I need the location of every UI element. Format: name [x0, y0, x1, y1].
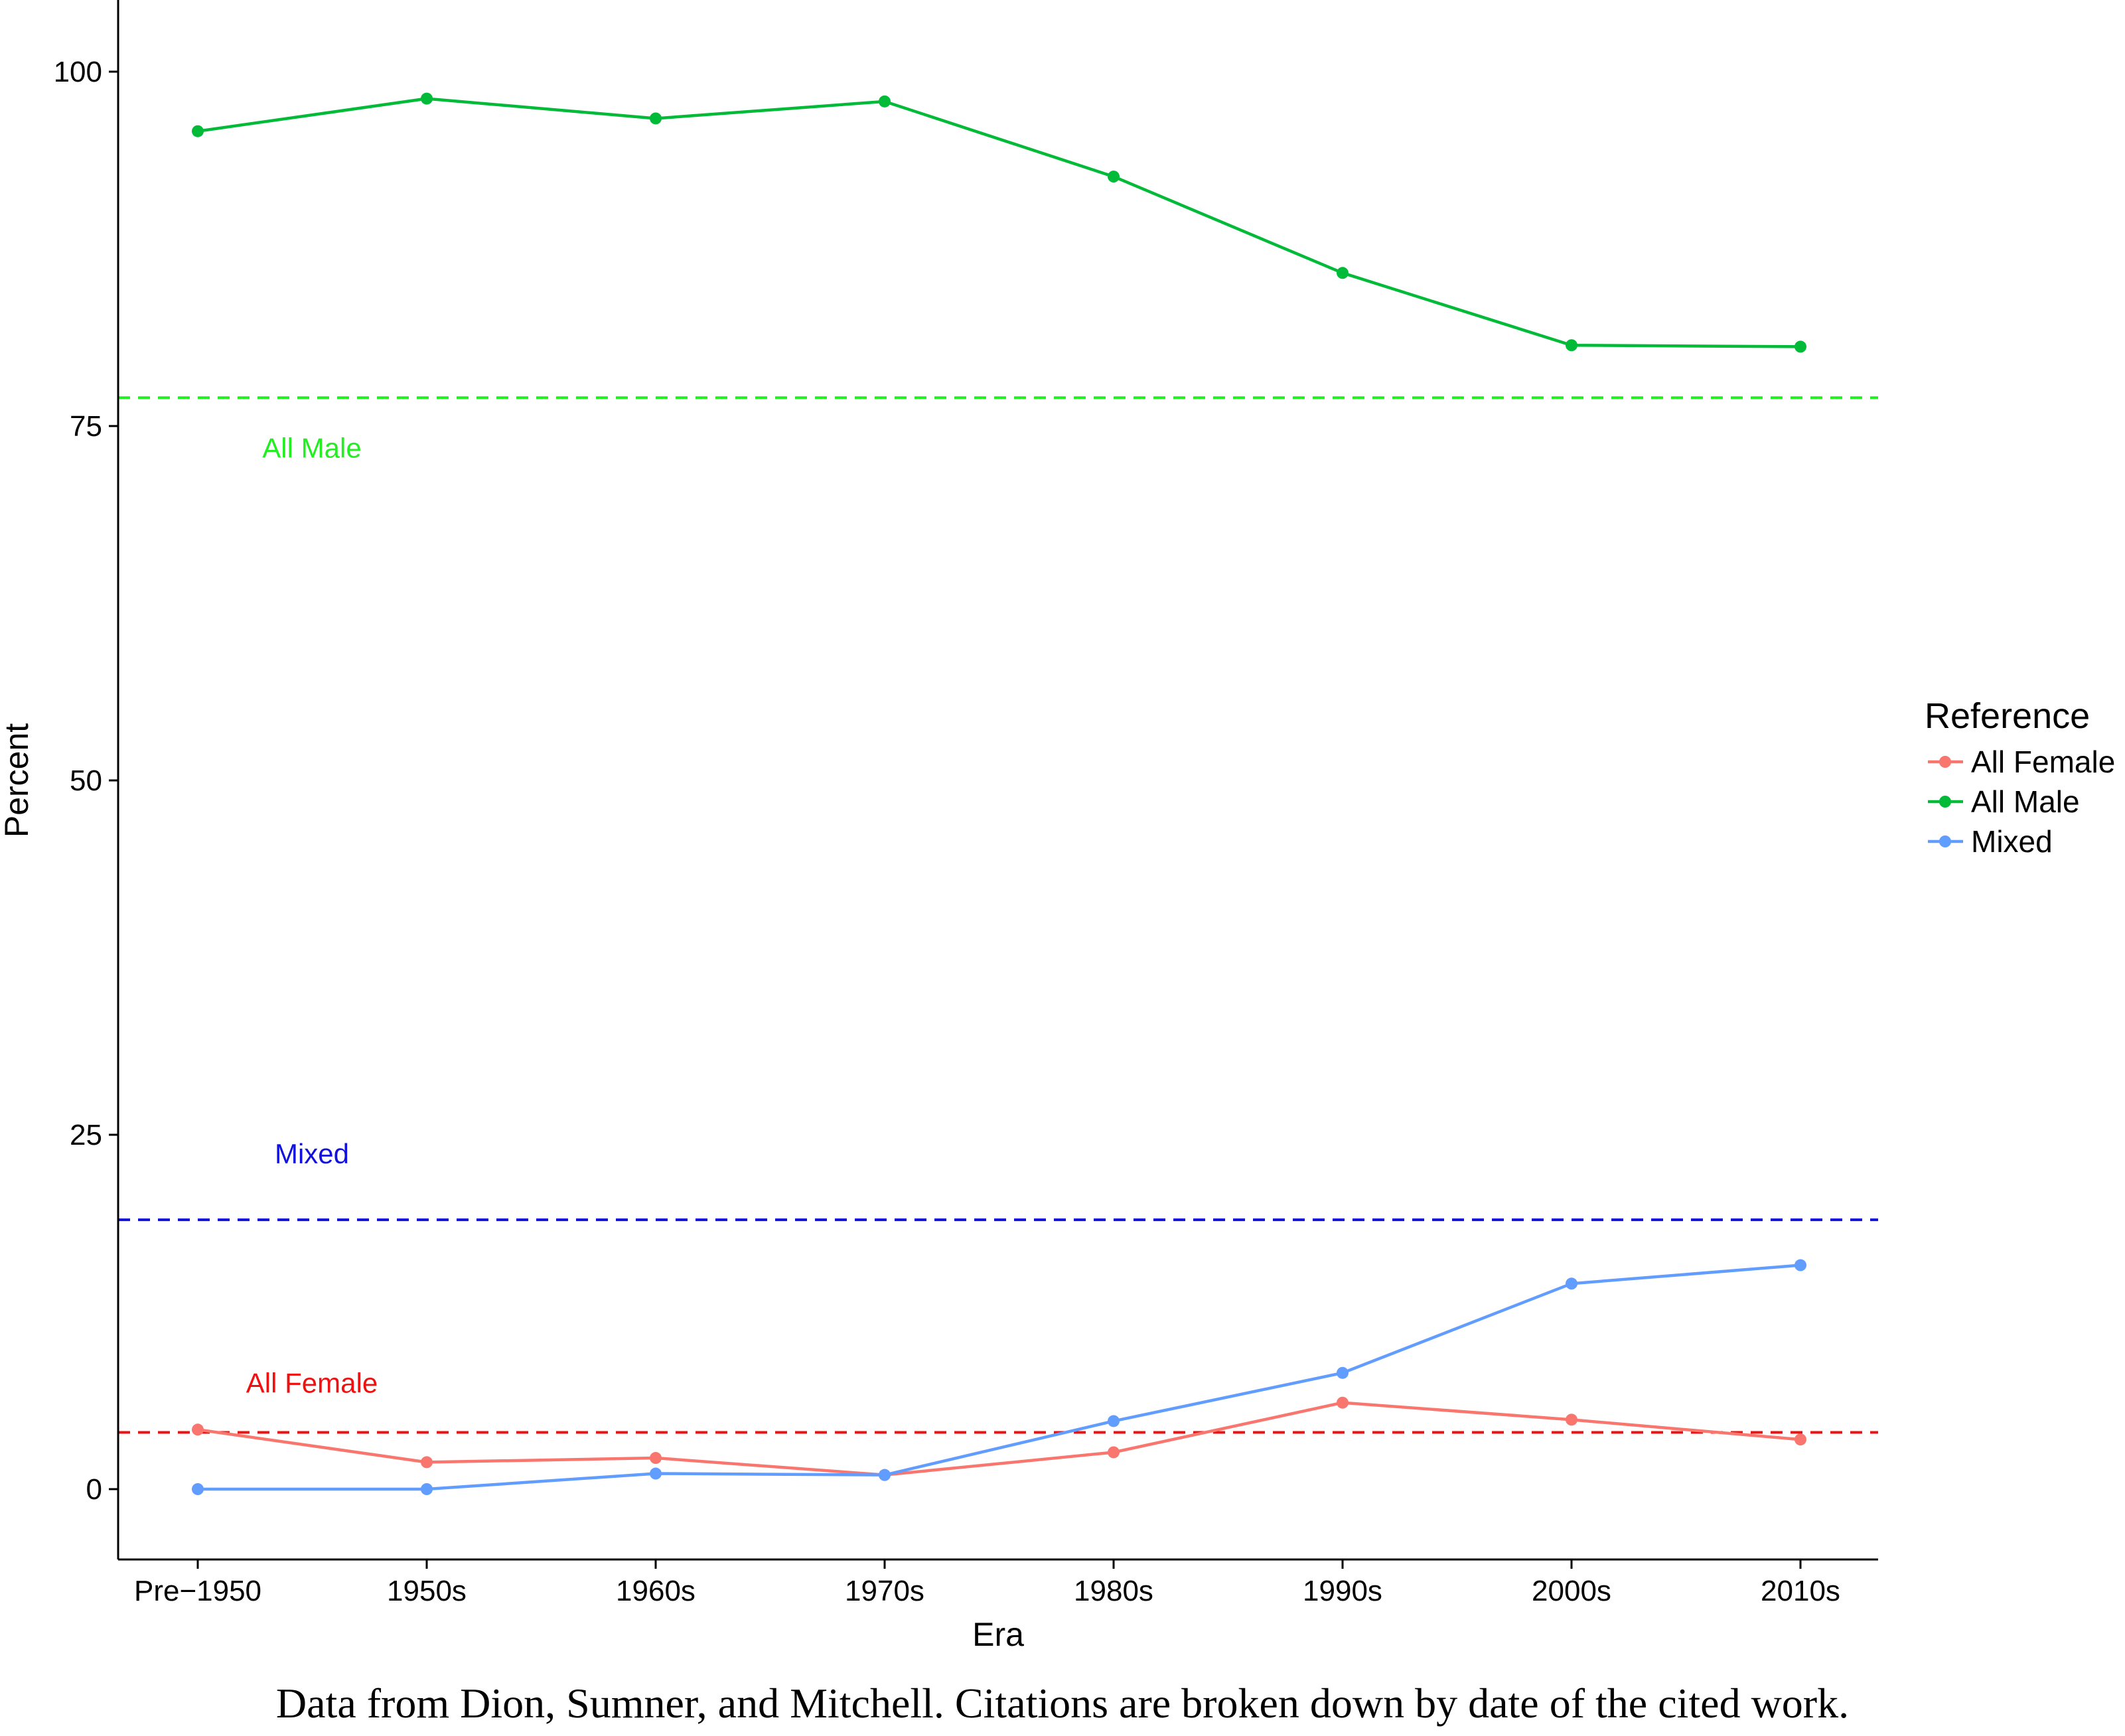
legend-key-point [1939, 796, 1951, 808]
data-point [1795, 1433, 1806, 1446]
data-point [1337, 1396, 1349, 1409]
data-point [192, 125, 204, 137]
data-point [1795, 1259, 1806, 1271]
data-point [650, 1452, 662, 1465]
data-point [192, 1423, 204, 1436]
y-axis-title: Percent [0, 723, 35, 837]
series-lines [192, 92, 1806, 1495]
reference-lines: All Male Mixed All Female [118, 396, 1878, 1434]
data-point [421, 1483, 433, 1495]
y-tick-label: 50 [70, 764, 102, 797]
data-point [1108, 1446, 1120, 1459]
y-tick-label: 0 [86, 1473, 102, 1506]
line-chart: All Male Mixed All Female 0 25 50 75 100 Pre−19… [0, 0, 2115, 1653]
data-point [650, 112, 662, 125]
x-tick-label: 1970s [845, 1575, 924, 1607]
legend-label: All Male [1971, 784, 2080, 819]
series-line [197, 97, 1801, 348]
data-point [1566, 339, 1577, 352]
series-line [197, 1401, 1801, 1477]
data-point [650, 1467, 662, 1480]
y-tick-label: 25 [70, 1119, 102, 1151]
x-axis-title: Era [972, 1616, 1024, 1653]
data-point [192, 1483, 204, 1495]
legend-label: All Female [1971, 745, 2115, 779]
data-point [421, 1456, 433, 1469]
data-point [421, 92, 433, 105]
legend-label: Mixed [1971, 824, 2053, 859]
data-point [1337, 267, 1349, 279]
data-point [1566, 1277, 1577, 1290]
data-point [879, 1469, 891, 1481]
x-tick-label: 1950s [387, 1575, 467, 1607]
data-point [1108, 171, 1120, 183]
x-tick-label: 2010s [1761, 1575, 1840, 1607]
y-tick-label: 100 [54, 56, 102, 88]
x-tick-label: 1990s [1303, 1575, 1382, 1607]
data-point [1108, 1415, 1120, 1427]
reference-line-label: Mixed [275, 1138, 349, 1169]
legend: Reference All Female All Male Mixed [1925, 696, 2115, 859]
legend-title: Reference [1925, 696, 2090, 736]
reference-line-label: All Male [262, 432, 361, 463]
data-point [1566, 1413, 1577, 1426]
legend-key-point [1939, 756, 1951, 768]
data-point [879, 95, 891, 108]
y-tick-label: 75 [70, 410, 102, 443]
x-tick-label: 1980s [1074, 1575, 1153, 1607]
x-tick-label: 2000s [1532, 1575, 1611, 1607]
data-point [1795, 340, 1806, 353]
data-point [1337, 1366, 1349, 1379]
legend-key-point [1939, 835, 1951, 847]
reference-line-label: All Female [246, 1368, 378, 1399]
x-tick-label: Pre−1950 [134, 1575, 261, 1607]
x-tick-label: 1960s [616, 1575, 696, 1607]
figure-caption: Data from Dion, Sumner, and Mitchell. Ci… [275, 1680, 1850, 1727]
series-line [198, 1264, 1801, 1491]
axes: 0 25 50 75 100 Pre−1950 1950s 1960s 1970s 1980s 19… [0, 0, 1878, 1653]
